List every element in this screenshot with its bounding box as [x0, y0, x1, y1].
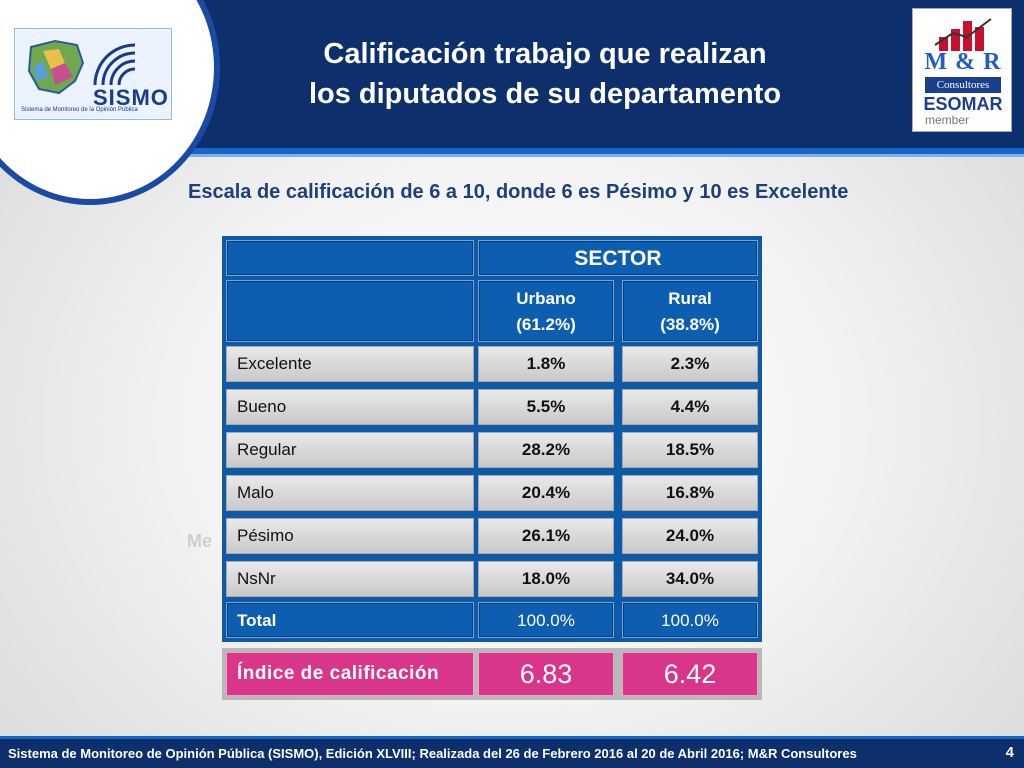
- column-name: Urbano: [516, 289, 576, 308]
- results-table: SECTOR Urbano (61.2%) Rural (38.8%) Exce…: [222, 236, 762, 642]
- column-share: (38.8%): [660, 315, 720, 334]
- column-share: (61.2%): [516, 315, 576, 334]
- sector-header: SECTOR: [478, 240, 758, 276]
- logo-area: SISMO Sistema de Monitoreo de la Opinión…: [0, 0, 220, 205]
- header-stripe-light: [0, 154, 1024, 157]
- index-urbano: 6.83: [478, 652, 614, 696]
- page-title: Calificación trabajo que realizan los di…: [220, 34, 870, 114]
- table-cell: 4.4%: [622, 389, 758, 425]
- row-label-bueno: Bueno: [226, 389, 474, 425]
- column-header-urbano: Urbano (61.2%): [478, 280, 614, 342]
- row-label-regular: Regular: [226, 432, 474, 468]
- mr-logo-consultores: Consultores: [925, 77, 1001, 93]
- table-cell: 24.0%: [622, 518, 758, 554]
- table-cell: 18.5%: [622, 432, 758, 468]
- mr-esomar-logo: M & R Consultores ESOMAR member: [912, 8, 1012, 132]
- ghost-text: Me: [187, 531, 213, 551]
- signal-waves-icon: [93, 43, 136, 86]
- total-rural: 100.0%: [622, 602, 758, 638]
- table-corner: [226, 240, 474, 276]
- row-label-pesimo: Pésimo: [226, 518, 474, 554]
- table-cell: 5.5%: [478, 389, 614, 425]
- map-icon: [27, 39, 85, 95]
- column-name: Rural: [668, 289, 712, 308]
- sismo-logo-tagline: Sistema de Monitoreo de la Opinión Públi…: [21, 107, 138, 113]
- subtitle: Escala de calificación de 6 a 10, donde …: [188, 181, 849, 203]
- index-rural: 6.42: [622, 652, 758, 696]
- esomar-label: ESOMAR: [923, 94, 1003, 114]
- table-cell: 26.1%: [478, 518, 614, 554]
- table-cell: 1.8%: [478, 346, 614, 382]
- index-label: Índice de calificación: [226, 652, 474, 696]
- row-label-nsnr: NsNr: [226, 561, 474, 597]
- table-cell: 2.3%: [622, 346, 758, 382]
- bar-chart-icon: [934, 18, 992, 51]
- table-cell: 16.8%: [622, 475, 758, 511]
- table-corner: [226, 280, 474, 342]
- row-label-excelente: Excelente: [226, 346, 474, 382]
- member-label: member: [925, 113, 970, 127]
- title-line-1: Calificación trabajo que realizan: [323, 38, 767, 70]
- footer-bar: Sistema de Monitoreo de Opinión Pública …: [0, 736, 1024, 768]
- column-header-rural: Rural (38.8%): [622, 280, 758, 342]
- table-cell: 34.0%: [622, 561, 758, 597]
- mr-logo-letters: M & R: [924, 49, 1002, 75]
- sismo-logo-text: SISMO: [93, 85, 169, 110]
- footer-text: Sistema de Monitoreo de Opinión Pública …: [8, 746, 857, 761]
- title-line-2: los diputados de su departamento: [308, 78, 782, 110]
- row-label-malo: Malo: [226, 475, 474, 511]
- table-cell: 18.0%: [478, 561, 614, 597]
- header-stripe: [0, 148, 1024, 154]
- index-row: Índice de calificación 6.83 6.42: [222, 648, 762, 700]
- page-number: 4: [1005, 744, 1014, 761]
- table-cell: 20.4%: [478, 475, 614, 511]
- total-label: Total: [226, 602, 474, 638]
- table-cell: 28.2%: [478, 432, 614, 468]
- sismo-logo: SISMO Sistema de Monitoreo de la Opinión…: [14, 28, 172, 120]
- total-urbano: 100.0%: [478, 602, 614, 638]
